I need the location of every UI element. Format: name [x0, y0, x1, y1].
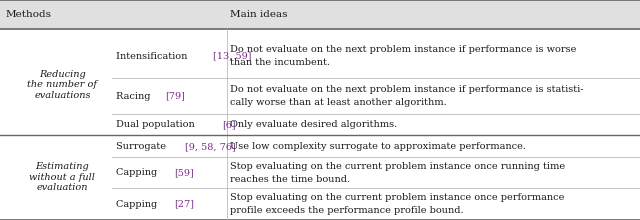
Text: profile exceeds the performance profile bound.: profile exceeds the performance profile … [230, 206, 464, 215]
Text: reaches the time bound.: reaches the time bound. [230, 175, 351, 184]
Text: Only evaluate desired algorithms.: Only evaluate desired algorithms. [230, 120, 397, 129]
Text: [6]: [6] [222, 120, 236, 129]
Text: Racing: Racing [116, 92, 154, 101]
Text: Do not evaluate on the next problem instance if performance is worse: Do not evaluate on the next problem inst… [230, 45, 577, 54]
Text: Reducing
the number of
evaluations: Reducing the number of evaluations [28, 70, 97, 100]
Text: Capping: Capping [116, 200, 161, 209]
Text: [79]: [79] [165, 92, 185, 101]
Text: Use low complexity surrogate to approximate performance.: Use low complexity surrogate to approxim… [230, 142, 526, 151]
Text: Stop evaluating on the current problem instance once performance: Stop evaluating on the current problem i… [230, 193, 564, 202]
Bar [0, 0, 640, 29]
Text: [9, 58, 76]: [9, 58, 76] [185, 142, 236, 151]
Text: Surrogate: Surrogate [116, 142, 170, 151]
Text: Main ideas: Main ideas [230, 10, 288, 19]
Text: cally worse than at least another algorithm.: cally worse than at least another algori… [230, 98, 447, 107]
Text: [13, 59]: [13, 59] [212, 52, 251, 60]
Text: Do not evaluate on the next problem instance if performance is statisti-: Do not evaluate on the next problem inst… [230, 85, 584, 94]
Text: Methods: Methods [5, 10, 51, 19]
Text: Dual population: Dual population [116, 120, 198, 129]
Text: than the incumbent.: than the incumbent. [230, 58, 330, 67]
Text: Capping: Capping [116, 168, 161, 177]
Text: [59]: [59] [173, 168, 193, 177]
Text: [27]: [27] [173, 200, 194, 209]
Text: Stop evaluating on the current problem instance once running time: Stop evaluating on the current problem i… [230, 162, 566, 170]
Text: Intensification: Intensification [116, 52, 191, 60]
Text: Estimating
without a full
evaluation: Estimating without a full evaluation [29, 162, 95, 192]
